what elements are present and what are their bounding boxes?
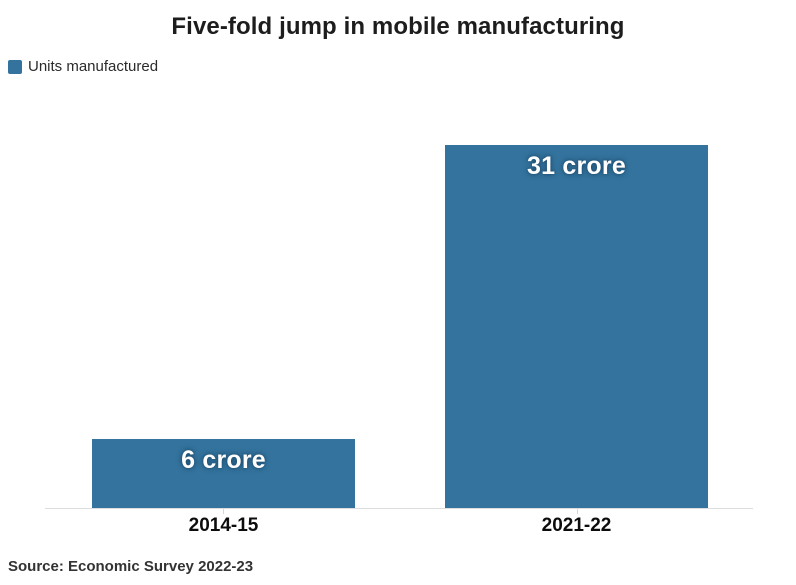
x-axis-label-2021-22: 2021-22	[541, 515, 612, 536]
chart-title: Five-fold jump in mobile manufacturing	[171, 13, 625, 40]
bar-value-label-2014-15: 6 crore	[181, 446, 266, 474]
x-axis-tick-2014-15	[223, 509, 224, 514]
source-note: Source: Economic Survey 2022-23	[8, 558, 254, 575]
bar-value-label-2021-22: 31 crore	[527, 152, 626, 180]
bar-2021-22: 31 crore	[445, 145, 708, 509]
legend-label: Units manufactured	[28, 58, 159, 75]
legend: Units manufactured	[8, 58, 158, 75]
x-axis-label-2014-15: 2014-15	[188, 515, 259, 536]
x-axis-line	[45, 508, 753, 509]
bar-2014-15: 6 crore	[92, 439, 355, 509]
x-axis-tick-2021-22	[577, 509, 578, 514]
legend-color-swatch	[8, 59, 22, 74]
